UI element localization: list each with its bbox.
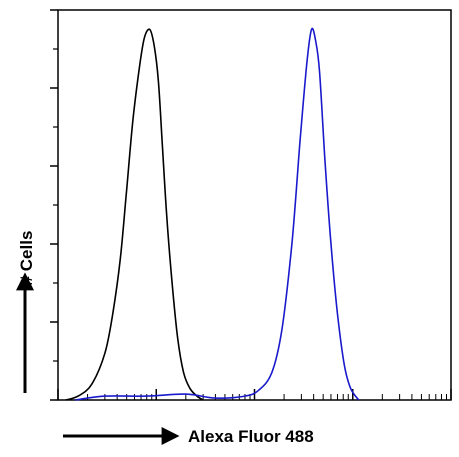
- y-axis-label: # Cells: [17, 231, 36, 286]
- x-axis-ticks: [57, 389, 452, 400]
- y-axis-ticks: [50, 9, 58, 401]
- plot-frame: [57, 9, 452, 401]
- x-axis-label: Alexa Fluor 488: [188, 427, 314, 446]
- series-layer: [65, 27, 360, 401]
- histogram-line-series-2: [75, 27, 360, 401]
- histogram-line-series-1: [65, 28, 204, 401]
